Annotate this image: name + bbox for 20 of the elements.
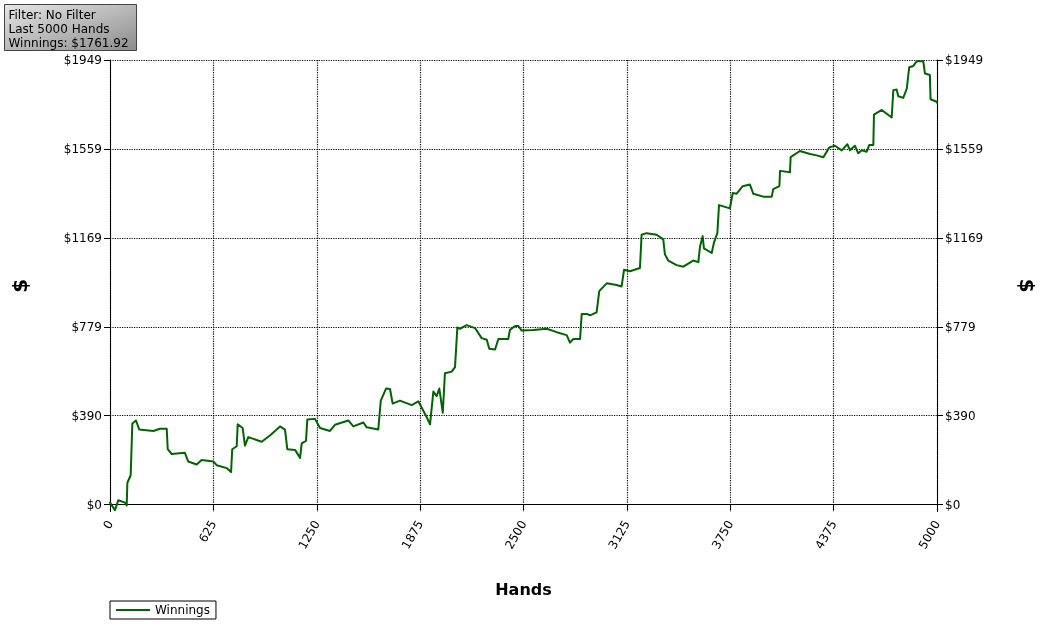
y-tick-label: $390 — [71, 408, 102, 423]
y-tick-label: $1559 — [63, 141, 102, 156]
y2-tick-label: $0 — [945, 497, 961, 512]
y-tick-label: $1949 — [63, 53, 102, 67]
y2-tick-label: $779 — [945, 319, 976, 334]
y-axis-title: $ — [8, 278, 32, 293]
y2-tick-label: $390 — [945, 408, 976, 423]
y2-axis-title: $ — [1015, 278, 1039, 293]
y2-tick-label: $1559 — [945, 141, 984, 156]
y-tick-label: $779 — [71, 319, 102, 334]
x-tick-label: 0 — [100, 518, 117, 532]
text: Filter: No Filter — [8, 7, 96, 22]
text: Last 5000 Hands — [8, 21, 110, 36]
y-tick-label: $0 — [86, 497, 102, 512]
x-axis-title: Hands — [495, 580, 552, 599]
legend-label: Winnings — [155, 603, 210, 617]
y2-tick-label: $1949 — [945, 53, 984, 67]
text: Winnings: $1761.92 — [8, 35, 129, 50]
y-tick-label: $1169 — [63, 230, 102, 245]
y2-tick-label: $1169 — [945, 230, 984, 245]
